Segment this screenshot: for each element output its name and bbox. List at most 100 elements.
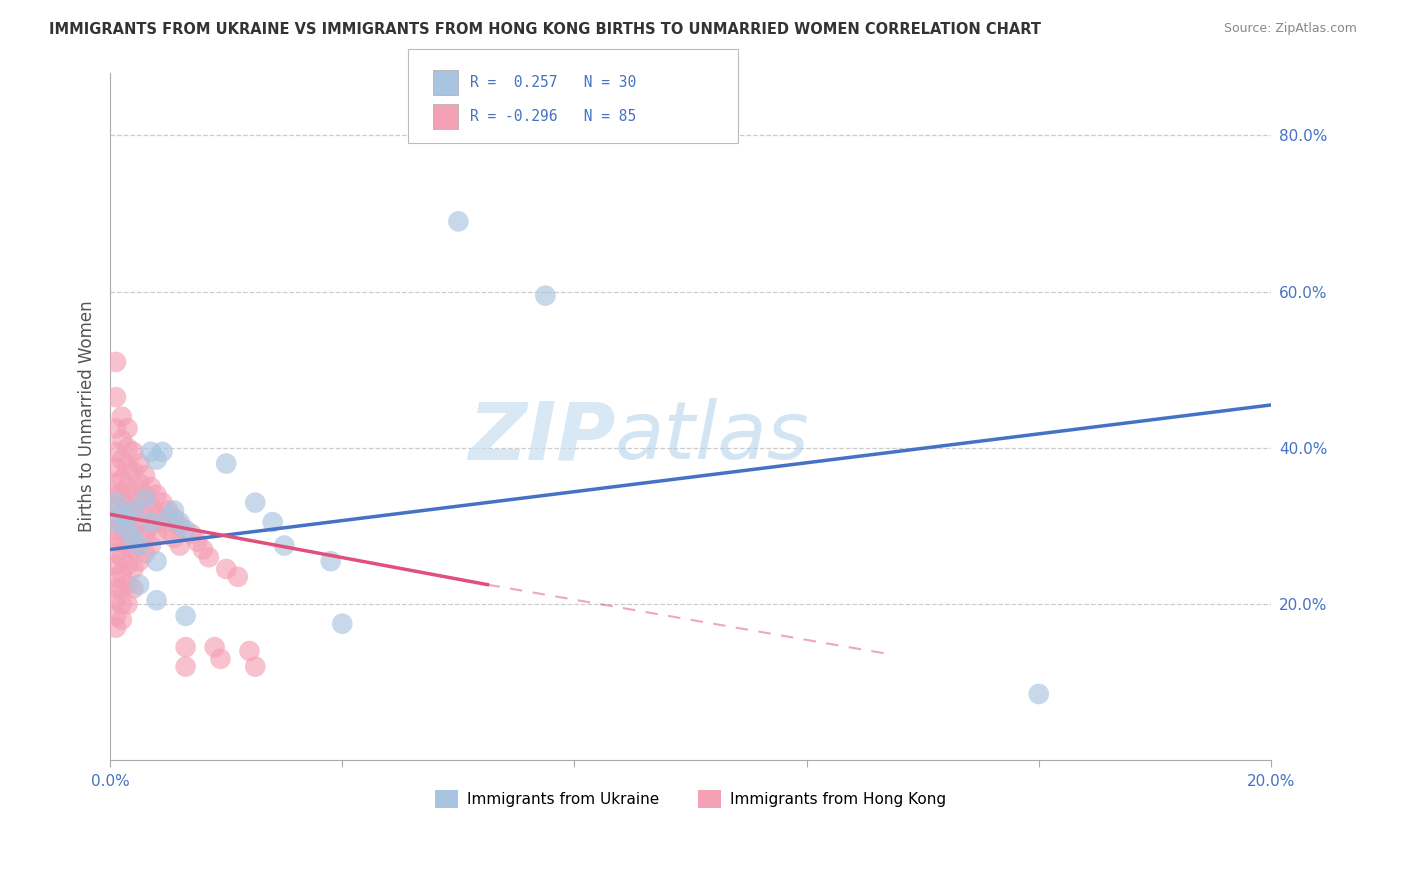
Point	[191, 542, 214, 557]
Point	[111, 433, 134, 447]
Point	[122, 523, 145, 537]
Point	[122, 531, 145, 545]
Point	[150, 515, 173, 529]
Point	[157, 511, 180, 525]
Point	[330, 616, 353, 631]
Point	[122, 503, 145, 517]
Point	[447, 214, 470, 228]
Point	[104, 534, 127, 549]
Point	[169, 539, 191, 553]
Point	[128, 495, 150, 509]
Point	[111, 550, 134, 565]
Point	[104, 570, 127, 584]
Point	[104, 523, 127, 537]
Text: Source: ZipAtlas.com: Source: ZipAtlas.com	[1223, 22, 1357, 36]
Point	[117, 558, 139, 573]
Point	[104, 546, 127, 560]
Point	[245, 659, 267, 673]
Text: IMMIGRANTS FROM UKRAINE VS IMMIGRANTS FROM HONG KONG BIRTHS TO UNMARRIED WOMEN C: IMMIGRANTS FROM UKRAINE VS IMMIGRANTS FR…	[49, 22, 1042, 37]
Text: ZIP: ZIP	[468, 399, 614, 476]
Point	[1028, 687, 1050, 701]
Point	[111, 488, 134, 502]
Point	[174, 659, 197, 673]
Point	[209, 652, 232, 666]
Point	[134, 468, 156, 483]
Point	[104, 621, 127, 635]
Point	[122, 483, 145, 498]
Text: atlas: atlas	[614, 399, 810, 476]
Point	[111, 409, 134, 424]
Point	[104, 593, 127, 607]
Point	[117, 523, 139, 537]
Point	[134, 488, 156, 502]
Point	[128, 534, 150, 549]
Point	[117, 511, 139, 525]
Point	[145, 526, 167, 541]
Point	[139, 515, 162, 529]
Point	[139, 445, 162, 459]
Point	[139, 500, 162, 514]
Point	[122, 503, 145, 517]
Point	[163, 531, 186, 545]
Point	[157, 523, 180, 537]
Point	[174, 523, 197, 537]
Point	[163, 511, 186, 525]
Point	[145, 554, 167, 568]
Point	[117, 460, 139, 475]
Point	[273, 539, 295, 553]
Point	[134, 491, 156, 506]
Point	[104, 476, 127, 491]
Point	[104, 511, 127, 525]
Point	[238, 644, 260, 658]
Point	[111, 534, 134, 549]
Point	[128, 476, 150, 491]
Point	[122, 582, 145, 596]
Point	[145, 508, 167, 522]
Point	[139, 519, 162, 533]
Point	[174, 608, 197, 623]
Point	[215, 562, 238, 576]
Text: R =  0.257   N = 30: R = 0.257 N = 30	[470, 76, 636, 90]
Point	[122, 464, 145, 478]
Point	[111, 582, 134, 596]
Point	[117, 421, 139, 435]
Point	[117, 519, 139, 533]
Point	[245, 495, 267, 509]
Point	[122, 445, 145, 459]
Point	[104, 445, 127, 459]
Point	[163, 503, 186, 517]
Point	[111, 566, 134, 580]
Point	[104, 355, 127, 369]
Point	[104, 515, 127, 529]
Y-axis label: Births to Unmarried Women: Births to Unmarried Women	[79, 301, 96, 533]
Point	[104, 421, 127, 435]
Point	[117, 597, 139, 611]
Point	[139, 539, 162, 553]
Point	[111, 613, 134, 627]
Point	[128, 554, 150, 568]
Point	[122, 542, 145, 557]
Point	[104, 488, 127, 502]
Point	[104, 582, 127, 596]
Point	[117, 441, 139, 455]
Point	[128, 457, 150, 471]
Point	[117, 480, 139, 494]
Point	[186, 534, 208, 549]
Point	[128, 515, 150, 529]
Text: R = -0.296   N = 85: R = -0.296 N = 85	[470, 110, 636, 124]
Point	[262, 515, 284, 529]
Point	[169, 519, 191, 533]
Point	[150, 495, 173, 509]
Legend: Immigrants from Ukraine, Immigrants from Hong Kong: Immigrants from Ukraine, Immigrants from…	[429, 784, 952, 814]
Point	[139, 480, 162, 494]
Point	[122, 562, 145, 576]
Point	[111, 519, 134, 533]
Point	[169, 515, 191, 529]
Point	[104, 500, 127, 514]
Point	[204, 640, 226, 654]
Point	[174, 640, 197, 654]
Point	[145, 593, 167, 607]
Point	[534, 288, 557, 302]
Point	[111, 597, 134, 611]
Point	[111, 508, 134, 522]
